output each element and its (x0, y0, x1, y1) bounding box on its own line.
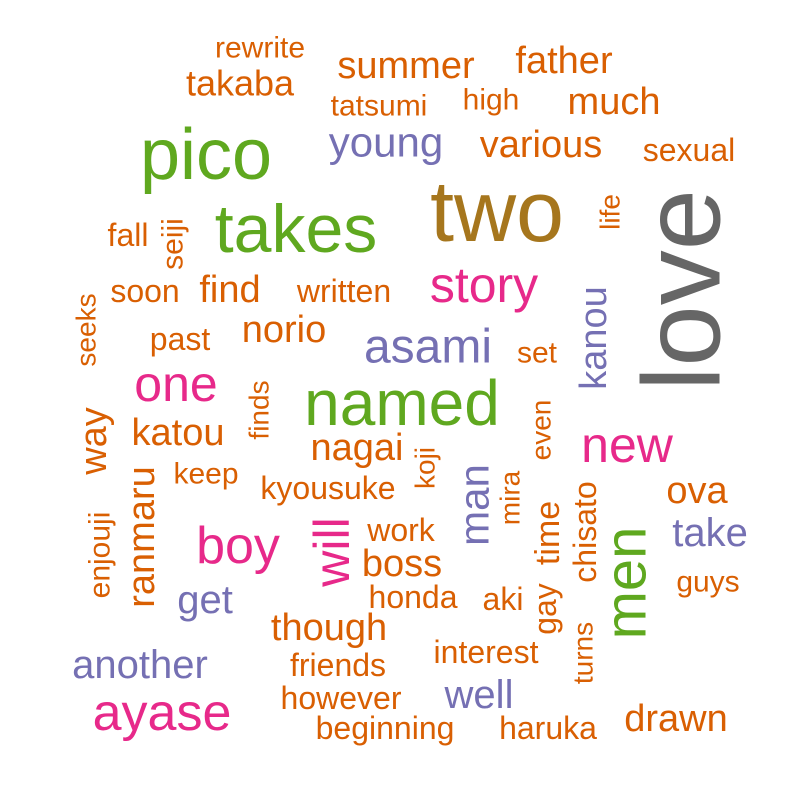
word-time: time (529, 501, 567, 565)
word-men: men (594, 527, 659, 640)
word-new: new (581, 417, 674, 473)
word-haruka: haruka (499, 710, 597, 746)
word-find: find (199, 269, 260, 311)
word-nagai: nagai (311, 427, 404, 469)
word-turns: turns (568, 622, 599, 684)
word-pico: pico (140, 115, 272, 195)
word-drawn: drawn (624, 698, 728, 740)
word-work: work (366, 512, 436, 548)
word-life: life (595, 194, 626, 230)
word-honda: honda (369, 579, 458, 615)
word-man: man (451, 464, 498, 546)
word-katou: katou (132, 412, 225, 454)
word-koji: koji (410, 447, 441, 489)
word-finds: finds (244, 380, 275, 439)
word-though: though (271, 607, 387, 649)
word-named: named (304, 367, 500, 439)
word-boss: boss (362, 543, 442, 585)
word-keep: keep (173, 458, 238, 491)
word-father: father (515, 40, 613, 82)
word-beginning: beginning (316, 710, 455, 746)
word-various: various (480, 124, 603, 166)
word-fall: fall (108, 217, 149, 253)
word-high: high (463, 84, 520, 117)
word-takes: takes (215, 191, 378, 267)
word-boy: boy (196, 517, 280, 575)
word-one: one (134, 356, 217, 412)
word-much: much (568, 81, 661, 123)
word-way: way (73, 407, 115, 476)
word-take: take (672, 511, 748, 555)
word-two: two (430, 164, 564, 260)
word-set: set (517, 337, 558, 370)
word-however: however (281, 680, 402, 716)
word-ranmaru: ranmaru (121, 466, 163, 608)
word-young: young (329, 119, 443, 166)
word-seiji: seiji (157, 218, 190, 270)
word-kanou: kanou (573, 286, 615, 390)
word-love: love (621, 189, 744, 391)
word-summer: summer (337, 45, 475, 87)
word-aki: aki (483, 581, 524, 617)
word-takaba: takaba (186, 63, 295, 104)
word-gay: gay (527, 583, 563, 635)
word-norio: norio (242, 309, 327, 351)
word-ova: ova (666, 470, 728, 512)
word-chisato: chisato (567, 481, 603, 582)
word-well: well (444, 673, 514, 717)
word-mira: mira (495, 470, 526, 525)
word-ayase: ayase (93, 684, 232, 742)
word-guys: guys (676, 566, 739, 599)
word-friends: friends (290, 647, 386, 683)
word-soon: soon (110, 273, 179, 309)
word-another: another (72, 643, 208, 687)
word-get: get (177, 578, 233, 622)
word-kyousuke: kyousuke (260, 470, 395, 506)
word-story: story (430, 257, 538, 313)
word-even: even (526, 400, 557, 461)
word-sexual: sexual (643, 132, 736, 168)
word-asami: asami (364, 321, 492, 374)
word-interest: interest (434, 634, 539, 670)
word-tatsumi: tatsumi (331, 90, 428, 123)
word-written: written (296, 273, 391, 309)
word-rewrite: rewrite (215, 32, 305, 65)
word-seeks: seeks (71, 293, 102, 366)
word-past: past (150, 321, 211, 357)
word-enjouji: enjouji (84, 512, 117, 599)
word-will: will (304, 517, 360, 587)
